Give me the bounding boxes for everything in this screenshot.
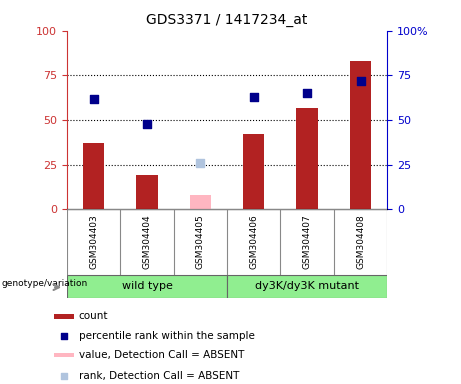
Text: GSM304408: GSM304408 (356, 215, 365, 269)
Bar (296, 108, 318, 209)
Bar (350, 61, 371, 209)
Bar (54, 314, 74, 319)
Point (250, 94, 257, 100)
Text: dy3K/dy3K mutant: dy3K/dy3K mutant (255, 281, 359, 291)
Text: wild type: wild type (122, 281, 172, 291)
Text: rank, Detection Call = ABSENT: rank, Detection Call = ABSENT (79, 371, 239, 381)
Point (143, 121, 151, 127)
Point (60, 333, 68, 339)
Bar (83, 143, 104, 209)
Text: GSM304405: GSM304405 (196, 215, 205, 269)
Bar (189, 195, 211, 209)
Title: GDS3371 / 1417234_at: GDS3371 / 1417234_at (146, 13, 308, 27)
Point (357, 78, 364, 84)
Text: GSM304403: GSM304403 (89, 215, 98, 269)
Bar (227, 275, 387, 298)
Point (90, 96, 97, 102)
Point (197, 160, 204, 166)
Text: GSM304406: GSM304406 (249, 215, 258, 269)
Point (303, 90, 311, 96)
Point (60, 372, 68, 379)
Bar (136, 175, 158, 209)
Text: count: count (79, 311, 108, 321)
Bar (54, 353, 74, 358)
Text: value, Detection Call = ABSENT: value, Detection Call = ABSENT (79, 350, 244, 360)
Text: percentile rank within the sample: percentile rank within the sample (79, 331, 254, 341)
Text: GSM304407: GSM304407 (302, 215, 312, 269)
Bar (243, 134, 265, 209)
Text: genotype/variation: genotype/variation (1, 279, 88, 288)
Text: GSM304404: GSM304404 (142, 215, 152, 269)
Bar (67, 275, 227, 298)
